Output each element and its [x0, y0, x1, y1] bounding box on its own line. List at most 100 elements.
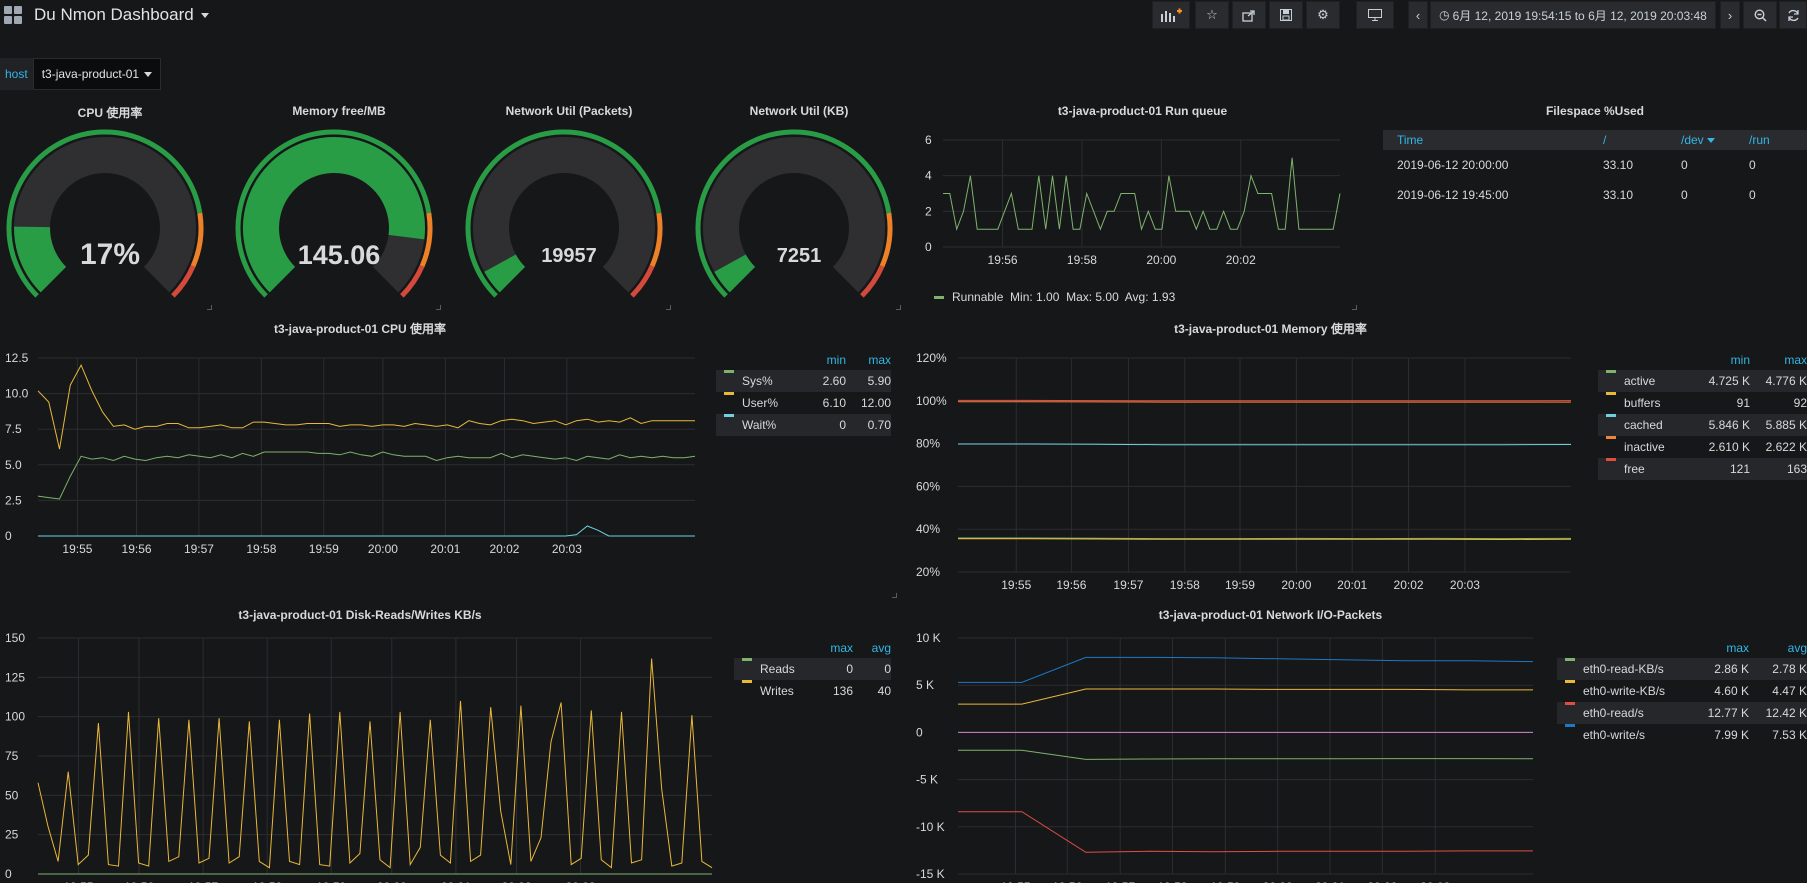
legend-col-min[interactable]: min [826, 353, 846, 367]
star-button[interactable]: ☆ [1195, 1, 1229, 29]
legend-value: 4.776 K [1765, 374, 1807, 388]
time-shift-forward-button[interactable]: › [1720, 1, 1740, 29]
legend-value: 136 [832, 684, 853, 698]
time-range-picker[interactable]: ◷ 6月 12, 2019 19:54:15 to 6月 12, 2019 20:… [1430, 1, 1716, 29]
share-icon [1242, 9, 1255, 22]
legend-series-name[interactable]: Runnable [952, 290, 1004, 304]
settings-button[interactable]: ⚙ [1306, 1, 1340, 29]
legend-value: 5.846 K [1708, 418, 1750, 432]
gauge-value: 17% [79, 238, 141, 271]
legend-value: 2.622 K [1765, 440, 1807, 454]
legend-value: 4.47 K [1772, 684, 1807, 698]
legend-series-name: Writes [760, 684, 794, 698]
legend-item[interactable]: eth0-write/s 7.99 K 7.53 K [1557, 724, 1807, 746]
legend-col-max[interactable]: max [830, 641, 853, 655]
legend-item[interactable]: Sys% 2.60 5.90 [716, 370, 891, 392]
y-tick-label: -15 K [916, 867, 945, 881]
panel-resize-handle[interactable] [896, 305, 901, 310]
table-cell: 33.10 [1603, 188, 1634, 202]
table-header: Time / /dev /run [1383, 130, 1807, 150]
cpu-usage-graph: 0 2.5 5.0 7.5 10.0 12.5 19:55 19:56 19:57 19:58 19… [5, 351, 696, 556]
legend-value: 0 [884, 662, 891, 676]
chevron-right-icon: › [1727, 7, 1733, 23]
legend-col-max[interactable]: max [1726, 641, 1749, 655]
refresh-button[interactable] [1779, 1, 1807, 29]
legend-item[interactable]: Reads 0 0 [734, 658, 891, 680]
tv-mode-button[interactable] [1356, 1, 1394, 29]
legend-col-avg[interactable]: avg [1787, 641, 1807, 655]
legend-series-name: Reads [760, 662, 795, 676]
y-tick-label: 2.5 [5, 493, 22, 507]
network-io-panel: t3-java-product-01 Network I/O-Packets -… [913, 608, 1807, 883]
sort-caret-icon [1706, 138, 1715, 144]
legend-col-max[interactable]: max [1784, 353, 1807, 367]
legend-item[interactable]: eth0-write-KB/s 4.60 K 4.47 K [1557, 680, 1807, 702]
legend-item[interactable]: inactive 2.610 K 2.622 K [1598, 436, 1807, 458]
column-header-dev[interactable]: /dev [1681, 130, 1749, 150]
column-header-time[interactable]: Time [1397, 133, 1424, 147]
filespace-table: Time / /dev /run 2019-06-12 20:00:00 33.… [1383, 130, 1807, 210]
legend-swatch [1565, 658, 1575, 661]
legend-item[interactable]: User% 6.10 12.00 [716, 392, 891, 414]
legend-item[interactable]: eth0-read-KB/s 2.86 K 2.78 K [1557, 658, 1807, 680]
panel-resize-handle[interactable] [207, 305, 212, 310]
column-header-root[interactable]: / [1603, 133, 1607, 147]
table-cell: 2019-06-12 20:00:00 [1397, 158, 1509, 172]
legend-value: 91 [1736, 396, 1750, 410]
legend-value: 163 [1786, 462, 1807, 476]
x-tick-label: 19:59 [316, 880, 346, 883]
dashboards-grid-icon[interactable] [4, 6, 22, 24]
legend-value: 0 [846, 662, 853, 676]
legend-item[interactable]: eth0-read/s 12.77 K 12.42 K [1557, 702, 1807, 724]
y-tick-label: 2 [925, 204, 932, 218]
panel-title: t3-java-product-01 CPU 使用率 [273, 322, 447, 336]
y-tick-label: 5.0 [5, 458, 22, 472]
series-line-active [958, 537, 1572, 540]
y-tick-label: 7.5 [5, 422, 22, 436]
y-tick-label: 75 [5, 749, 19, 763]
save-button[interactable] [1269, 1, 1303, 29]
y-tick-label: 12.5 [5, 351, 29, 365]
panel-resize-handle[interactable] [436, 305, 441, 310]
y-tick-label: 80% [916, 437, 940, 451]
gauge-value: 145.06 [297, 240, 381, 270]
legend-item[interactable]: free 121 163 [1598, 458, 1807, 480]
dashboard-title-dropdown[interactable]: Du Nmon Dashboard [34, 5, 209, 25]
legend-value: 40 [877, 684, 891, 698]
panel-resize-handle[interactable] [1352, 305, 1357, 310]
host-variable-dropdown[interactable]: t3-java-product-01 [32, 58, 162, 90]
gauge-threshold-critical [171, 265, 196, 298]
time-shift-back-button[interactable]: ‹ [1408, 1, 1428, 29]
cpu-usage-panel: t3-java-product-01 CPU 使用率 0 2.5 5.0 7.5 10.… [0, 320, 905, 598]
legend-col-avg[interactable]: avg [871, 641, 891, 655]
column-header-run[interactable]: /run [1749, 133, 1770, 147]
memory-legend: min max active 4.725 K 4.776 K buffers 91 92 … [1598, 350, 1807, 480]
add-panel-button[interactable] [1152, 1, 1190, 29]
gauge-threshold-critical [630, 265, 655, 298]
table-cell: 0 [1681, 188, 1688, 202]
legend-value: 7.53 K [1772, 728, 1807, 742]
series-line-cached [958, 443, 1572, 446]
legend-item[interactable]: buffers 91 92 [1598, 392, 1807, 414]
clock-icon: ◷ [1439, 8, 1450, 22]
x-tick-label: 19:56 [124, 880, 154, 883]
share-button[interactable] [1232, 1, 1266, 29]
save-icon [1280, 9, 1292, 21]
disk-legend: max avg Reads 0 0 Writes 136 40 [734, 638, 891, 702]
legend-item[interactable]: active 4.725 K 4.776 K [1598, 370, 1807, 392]
panel-resize-handle[interactable] [666, 305, 671, 310]
caret-down-icon [144, 72, 153, 78]
zoom-out-button[interactable] [1743, 1, 1777, 29]
legend-item[interactable]: Wait% 0 0.70 [716, 414, 891, 436]
panel-title: Network Util (KB) [749, 104, 849, 118]
y-tick-label: 20% [916, 565, 940, 579]
panel-resize-handle[interactable] [892, 593, 897, 598]
y-tick-label: -10 K [916, 820, 945, 834]
legend-col-min[interactable]: min [1730, 353, 1750, 367]
template-variables: host t3-java-product-01 [0, 58, 162, 90]
legend-col-max[interactable]: max [868, 353, 891, 367]
legend-item[interactable]: cached 5.846 K 5.885 K [1598, 414, 1807, 436]
x-tick-label: 19:57 [1105, 880, 1135, 883]
x-tick-label: 20:00 [1146, 253, 1176, 267]
legend-item[interactable]: Writes 136 40 [734, 680, 891, 702]
